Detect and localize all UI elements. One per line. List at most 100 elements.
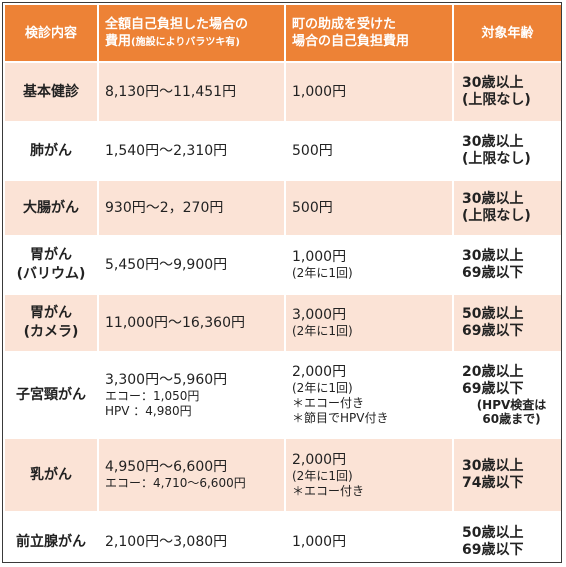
subsidy-note: ＊節目でHPV付き [292, 411, 389, 425]
target-age-note: (HPV検査は [476, 398, 547, 412]
subsidized-cost-value: 2,000円 [292, 451, 347, 468]
subsidized-cost-value: 1,000円 [292, 249, 347, 265]
target-age-value: 30歳以上 [462, 191, 524, 207]
full-cost-cell: 8,130円～11,451円 [97, 61, 286, 123]
table-row: 前立腺がん 2,100円～3,080円 1,000円 50歳以上 69歳以下 [3, 511, 561, 562]
subsidy-note: (2年に1回) [292, 324, 353, 338]
target-age-value: 20歳以上 [462, 364, 524, 380]
header-exam-type: 検診内容 [3, 3, 99, 63]
full-cost-value: 3,300円～5,960円 [105, 371, 228, 388]
subsidized-cost-value: 500円 [292, 199, 333, 216]
full-cost-cell: 1,540円～2,310円 [97, 121, 286, 181]
target-age-cell: 30歳以上 (上限なし) [452, 61, 561, 123]
target-age-value: 50歳以上 [462, 306, 524, 322]
subsidized-cost-cell: 3,000円 (2年に1回) [284, 293, 454, 353]
subsidized-cost-value: 1,000円 [292, 83, 347, 100]
exam-name: (カメラ) [23, 324, 79, 340]
table-row: 子宮頸がん 3,300円～5,960円 エコー：1,050円 HPV ：4,980円 2… [3, 351, 561, 439]
exam-name-cell: 大腸がん [3, 179, 99, 237]
target-age-value: 74歳以下 [462, 475, 524, 491]
target-age-value: 69歳以下 [462, 542, 524, 558]
exam-name: 前立腺がん [16, 533, 86, 550]
subsidy-note: (2年に1回) [292, 266, 353, 280]
target-age-cell: 50歳以上 69歳以下 [452, 293, 561, 353]
exam-name-cell: 乳がん [3, 437, 99, 513]
exam-name: 肺がん [30, 142, 72, 159]
full-cost-value: 4,950円～6,600円 [105, 459, 228, 475]
full-cost-value: 2,100円～3,080円 [105, 533, 228, 550]
exam-name-cell: 胃がん (カメラ) [3, 293, 99, 353]
subsidized-cost-cell: 2,000円 (2年に1回) ＊エコー付き ＊節目でHPV付き [284, 351, 454, 439]
exam-name-cell: 胃がん (バリウム) [3, 235, 99, 295]
full-cost-value: エコー：1,050円 [105, 388, 200, 403]
subsidy-note: (2年に1回) [292, 468, 353, 483]
target-age-cell: 20歳以上 69歳以下 (HPV検査は 60歳まで) [452, 351, 561, 439]
checkup-cost-table: 検診内容 全額自己負担した場合の 費用(施設によりバラツキ有) 町の助成を受けた… [3, 3, 561, 562]
full-cost-cell: 11,000円～16,360円 [97, 293, 286, 353]
full-cost-value: HPV ：4,980円 [105, 403, 192, 418]
exam-name-cell: 基本健診 [3, 61, 99, 123]
table-row: 乳がん 4,950円～6,600円 エコー：4,710～6,600円 2,000円 (2… [3, 437, 561, 513]
target-age-cell: 30歳以上 (上限なし) [452, 121, 561, 181]
target-age-note: 60歳まで) [482, 412, 541, 426]
exam-name-cell: 肺がん [3, 121, 99, 181]
exam-name: 胃がん [30, 305, 72, 321]
target-age-cell: 30歳以上 74歳以下 [452, 437, 561, 513]
target-age-value: 30歳以上 [462, 134, 524, 150]
subsidized-cost-cell: 2,000円 (2年に1回) ＊エコー付き [284, 437, 454, 513]
table-body: 基本健診 8,130円～11,451円 1,000円 30歳以上 (上限なし) 肺がん 1,… [3, 61, 561, 562]
target-age-value: 30歳以上 [462, 458, 524, 474]
exam-name: 乳がん [30, 466, 72, 483]
exam-name-cell: 子宮頸がん [3, 351, 99, 439]
header-full-cost-line2: 費用 [105, 33, 132, 49]
subsidy-note: (2年に1回) [292, 381, 353, 395]
target-age-value: 69歳以下 [462, 323, 524, 339]
full-cost-value: 11,000円～16,360円 [105, 314, 245, 331]
subsidized-cost-cell: 500円 [284, 121, 454, 181]
header-full-cost-line1: 全額自己負担した場合の [105, 16, 249, 32]
header-target-age: 対象年齢 [452, 3, 561, 63]
full-cost-value: 5,450円～9,900円 [105, 256, 228, 273]
exam-name: 大腸がん [23, 199, 79, 216]
header-full-cost: 全額自己負担した場合の 費用(施設によりバラツキ有) [97, 3, 286, 63]
full-cost-value: エコー：4,710～6,600円 [105, 476, 246, 490]
target-age-value: 30歳以上 [462, 248, 524, 264]
exam-name: 基本健診 [23, 83, 79, 100]
subsidized-cost-value: 2,000円 [292, 364, 347, 380]
full-cost-value: 1,540円～2,310円 [105, 142, 228, 159]
checkup-cost-table-frame: 検診内容 全額自己負担した場合の 費用(施設によりバラツキ有) 町の助成を受けた… [2, 2, 562, 563]
full-cost-value: 8,130円～11,451円 [105, 83, 237, 100]
header-subsidized-cost-line1: 町の助成を受けた [292, 17, 397, 32]
target-age-cell: 30歳以上 (上限なし) [452, 179, 561, 237]
table-row: 大腸がん 930円～2，270円 500円 30歳以上 (上限なし) [3, 179, 561, 237]
table-row: 肺がん 1,540円～2,310円 500円 30歳以上 (上限なし) [3, 121, 561, 181]
table-header: 検診内容 全額自己負担した場合の 費用(施設によりバラツキ有) 町の助成を受けた… [3, 3, 561, 63]
table-row: 胃がん (バリウム) 5,450円～9,900円 1,000円 (2年に1回) 30歳以上… [3, 235, 561, 295]
header-target-age-label: 対象年齢 [481, 25, 534, 41]
full-cost-cell: 3,300円～5,960円 エコー：1,050円 HPV ：4,980円 [97, 351, 286, 439]
exam-name: (バリウム) [16, 266, 86, 282]
header-exam-type-label: 検診内容 [24, 25, 77, 41]
table-row: 胃がん (カメラ) 11,000円～16,360円 3,000円 (2年に1回) 50歳以… [3, 293, 561, 353]
full-cost-cell: 930円～2，270円 [97, 179, 286, 237]
target-age-value: (上限なし) [462, 151, 531, 167]
target-age-cell: 50歳以上 69歳以下 [452, 511, 561, 562]
full-cost-cell: 5,450円～9,900円 [97, 235, 286, 295]
exam-name: 胃がん [30, 247, 72, 263]
exam-name: 子宮頸がん [16, 386, 86, 403]
subsidized-cost-value: 500円 [292, 142, 333, 159]
subsidized-cost-value: 1,000円 [292, 533, 347, 550]
target-age-value: 69歳以下 [462, 265, 524, 281]
target-age-value: 69歳以下 [462, 381, 524, 397]
target-age-value: (上限なし) [462, 92, 531, 108]
subsidized-cost-cell: 500円 [284, 179, 454, 237]
subsidy-note: ＊エコー付き [292, 396, 365, 410]
target-age-value: (上限なし) [462, 208, 531, 224]
header-full-cost-note: (施設によりバラツキ有) [131, 36, 240, 48]
subsidized-cost-cell: 1,000円 (2年に1回) [284, 235, 454, 295]
target-age-cell: 30歳以上 69歳以下 [452, 235, 561, 295]
header-subsidized-cost: 町の助成を受けた 場合の自己負担費用 [284, 3, 454, 63]
subsidy-note: ＊エコー付き [292, 483, 365, 498]
target-age-value: 30歳以上 [462, 75, 524, 91]
header-subsidized-cost-line2: 場合の自己負担費用 [292, 34, 410, 49]
